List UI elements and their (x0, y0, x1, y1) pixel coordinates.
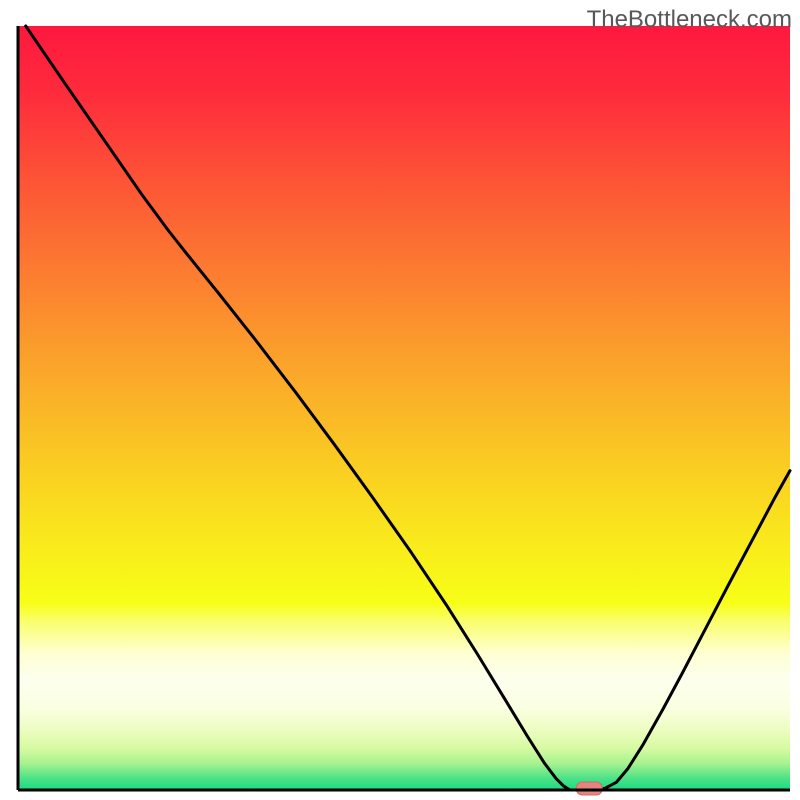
chart-axes (18, 26, 790, 790)
watermark-text: TheBottleneck.com (587, 6, 792, 34)
chart-area (18, 26, 790, 790)
root-container: { "canvas": { "width": 800, "height": 80… (0, 0, 800, 800)
